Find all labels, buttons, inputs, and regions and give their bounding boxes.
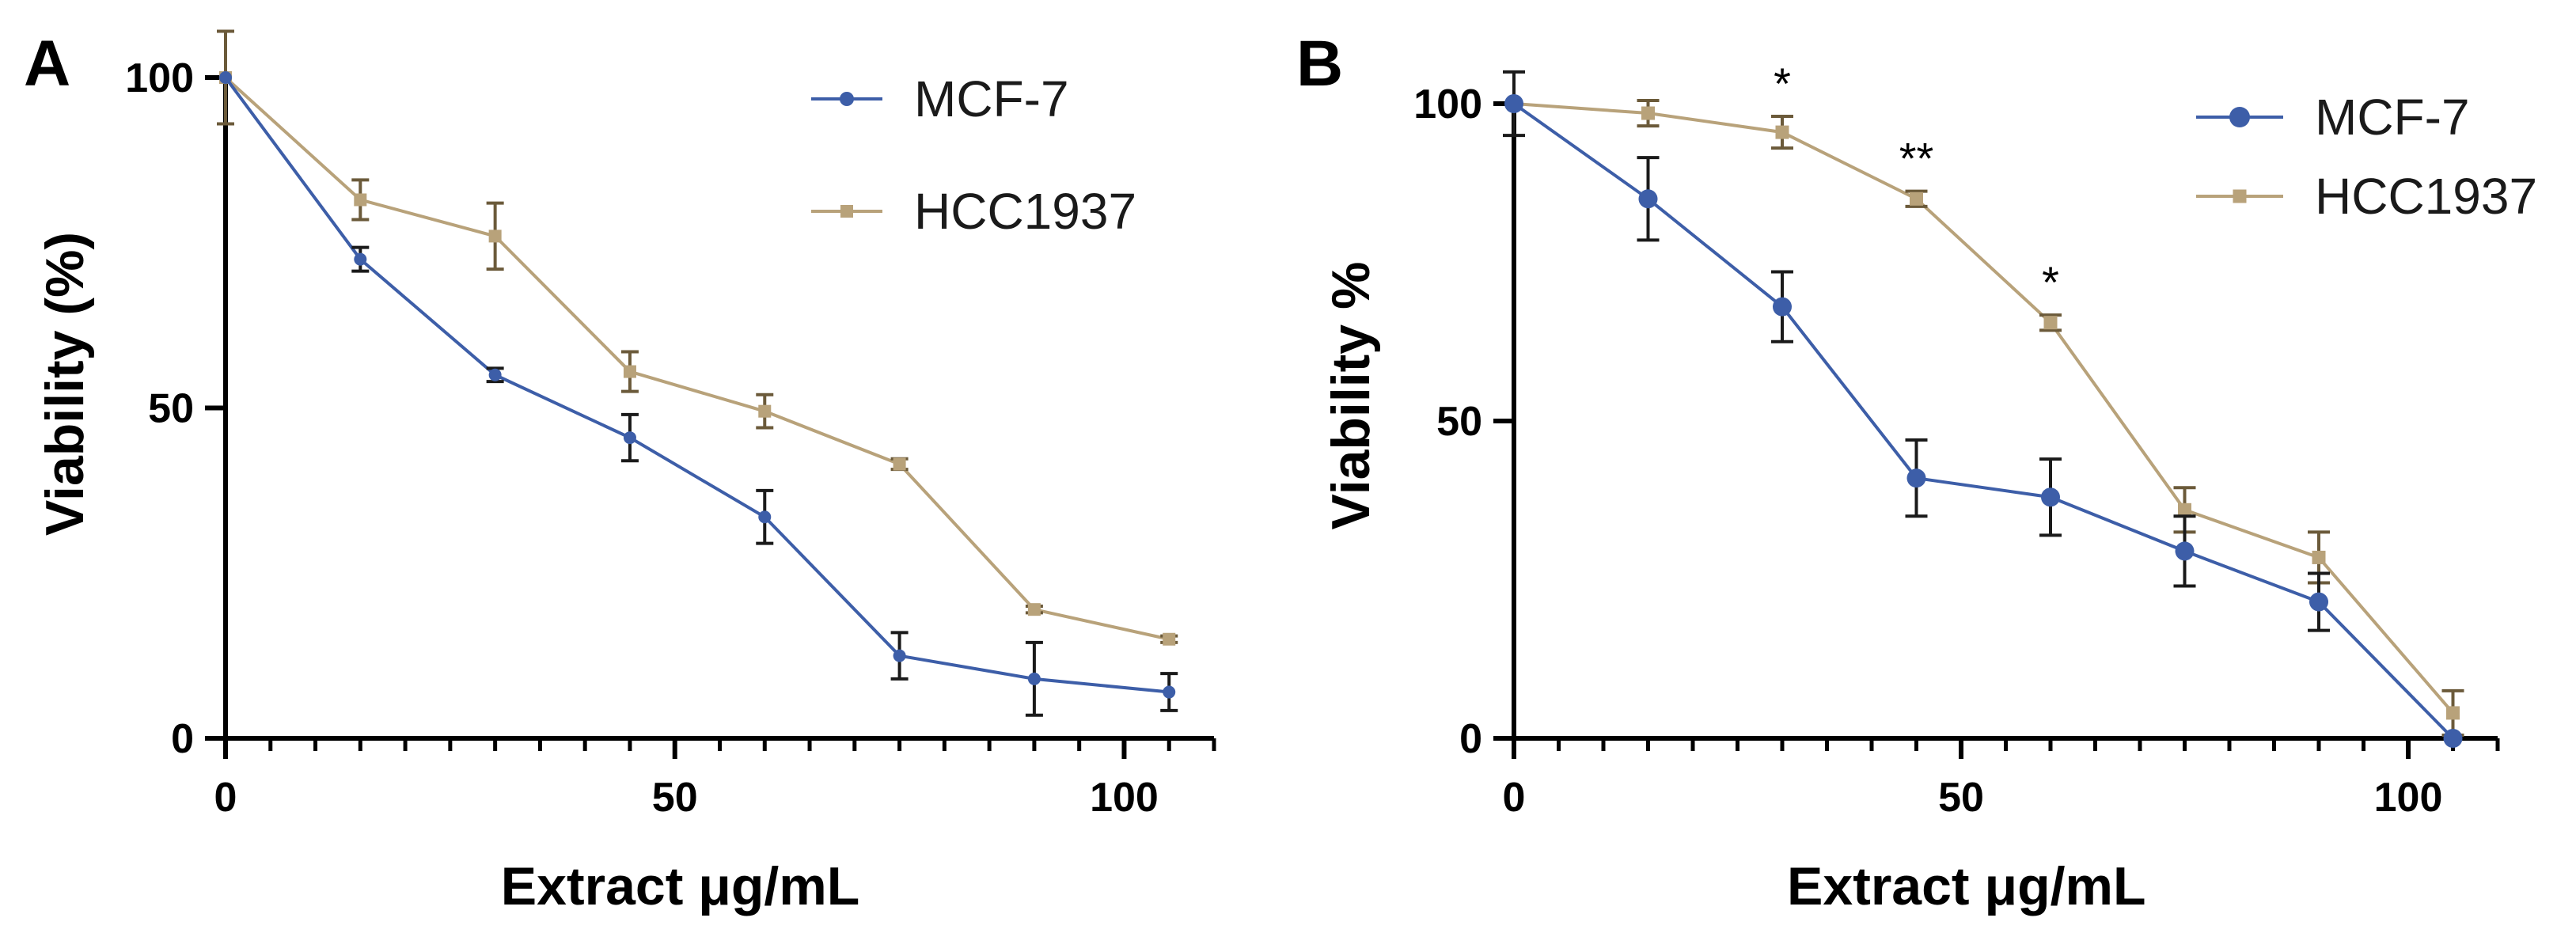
data-point: [1027, 672, 1041, 685]
legend-item-hcc1937: HCC1937: [2196, 168, 2537, 225]
data-point: [1163, 685, 1176, 699]
y-tick-label: 100: [125, 55, 194, 101]
data-point: [1638, 189, 1658, 209]
data-point: [1027, 603, 1041, 616]
legend-marker: [840, 92, 854, 106]
legend-item-hcc1937: HCC1937: [811, 183, 1136, 240]
data-point: [1910, 192, 1923, 206]
data-point: [1773, 297, 1792, 317]
significance-marker: *: [1774, 59, 1791, 108]
series-line: [1513, 102, 2455, 715]
data-point: [623, 431, 636, 445]
data-point: [758, 510, 772, 524]
data-point: [893, 457, 906, 471]
y-tick-label: 50: [148, 386, 194, 432]
data-point: [623, 365, 636, 378]
significance-marker: **: [1899, 134, 1934, 184]
series-line: [224, 76, 1170, 641]
x-axis-title: Extract μg/mL: [1787, 856, 2146, 916]
data-point: [354, 193, 367, 207]
legend-label: MCF-7: [914, 70, 1069, 127]
x-tick-label: 100: [1090, 775, 1159, 821]
legend-label: MCF-7: [2315, 89, 2470, 146]
data-point: [1504, 94, 1523, 113]
data-point: [893, 649, 906, 662]
significance-marker: *: [2042, 257, 2059, 307]
legend-marker: [2233, 189, 2247, 203]
data-point: [1641, 106, 1655, 120]
legend-label: HCC1937: [914, 183, 1136, 240]
x-tick-label: 0: [214, 775, 237, 821]
x-tick-label: 50: [1938, 775, 1984, 821]
data-point: [2443, 729, 2463, 748]
data-point: [1906, 468, 1926, 488]
y-tick-label: 100: [1413, 82, 1482, 127]
data-point: [1775, 125, 1789, 139]
data-point: [2312, 550, 2326, 564]
y-axis-title: Viability %: [1321, 262, 1381, 530]
panel-label: A: [24, 28, 70, 100]
data-point: [758, 404, 772, 418]
legend-item-mcf-7: MCF-7: [2196, 89, 2470, 146]
panel-a: A 0 50 100 0 50 100 Extract μg/mL Viability (%) M…: [24, 28, 1216, 916]
data-point: [219, 71, 232, 84]
y-tick-label: 0: [1459, 716, 1482, 762]
x-axis-title: Extract μg/mL: [501, 856, 860, 916]
data-point: [2309, 592, 2328, 612]
data-point: [2446, 706, 2460, 720]
panel-label: B: [1296, 28, 1343, 100]
y-tick-label: 0: [171, 716, 194, 762]
legend-marker: [2229, 107, 2250, 127]
legend-marker: [840, 205, 853, 218]
series-mcf-7: [1503, 70, 2463, 748]
x-tick-label: 0: [1503, 775, 1526, 821]
data-point: [2178, 503, 2191, 517]
series-line: [224, 76, 1170, 694]
y-axis-title: Viability (%): [35, 232, 95, 536]
data-point: [2041, 487, 2060, 507]
data-point: [488, 229, 502, 243]
series-line: [1512, 102, 2454, 740]
legend-item-mcf-7: MCF-7: [811, 70, 1069, 127]
x-tick-label: 100: [2374, 775, 2443, 821]
series-mcf-7: [219, 71, 1178, 717]
y-tick-label: 50: [1436, 399, 1482, 445]
legend-label: HCC1937: [2315, 168, 2537, 225]
legend: MCF-7 HCC1937: [2196, 89, 2537, 225]
data-point: [488, 368, 502, 381]
data-point: [354, 252, 367, 266]
x-tick-label: 50: [652, 775, 698, 821]
data-point: [2043, 316, 2058, 330]
legend: MCF-7 HCC1937: [811, 70, 1136, 240]
data-point: [1163, 632, 1176, 646]
data-point: [2175, 541, 2195, 561]
